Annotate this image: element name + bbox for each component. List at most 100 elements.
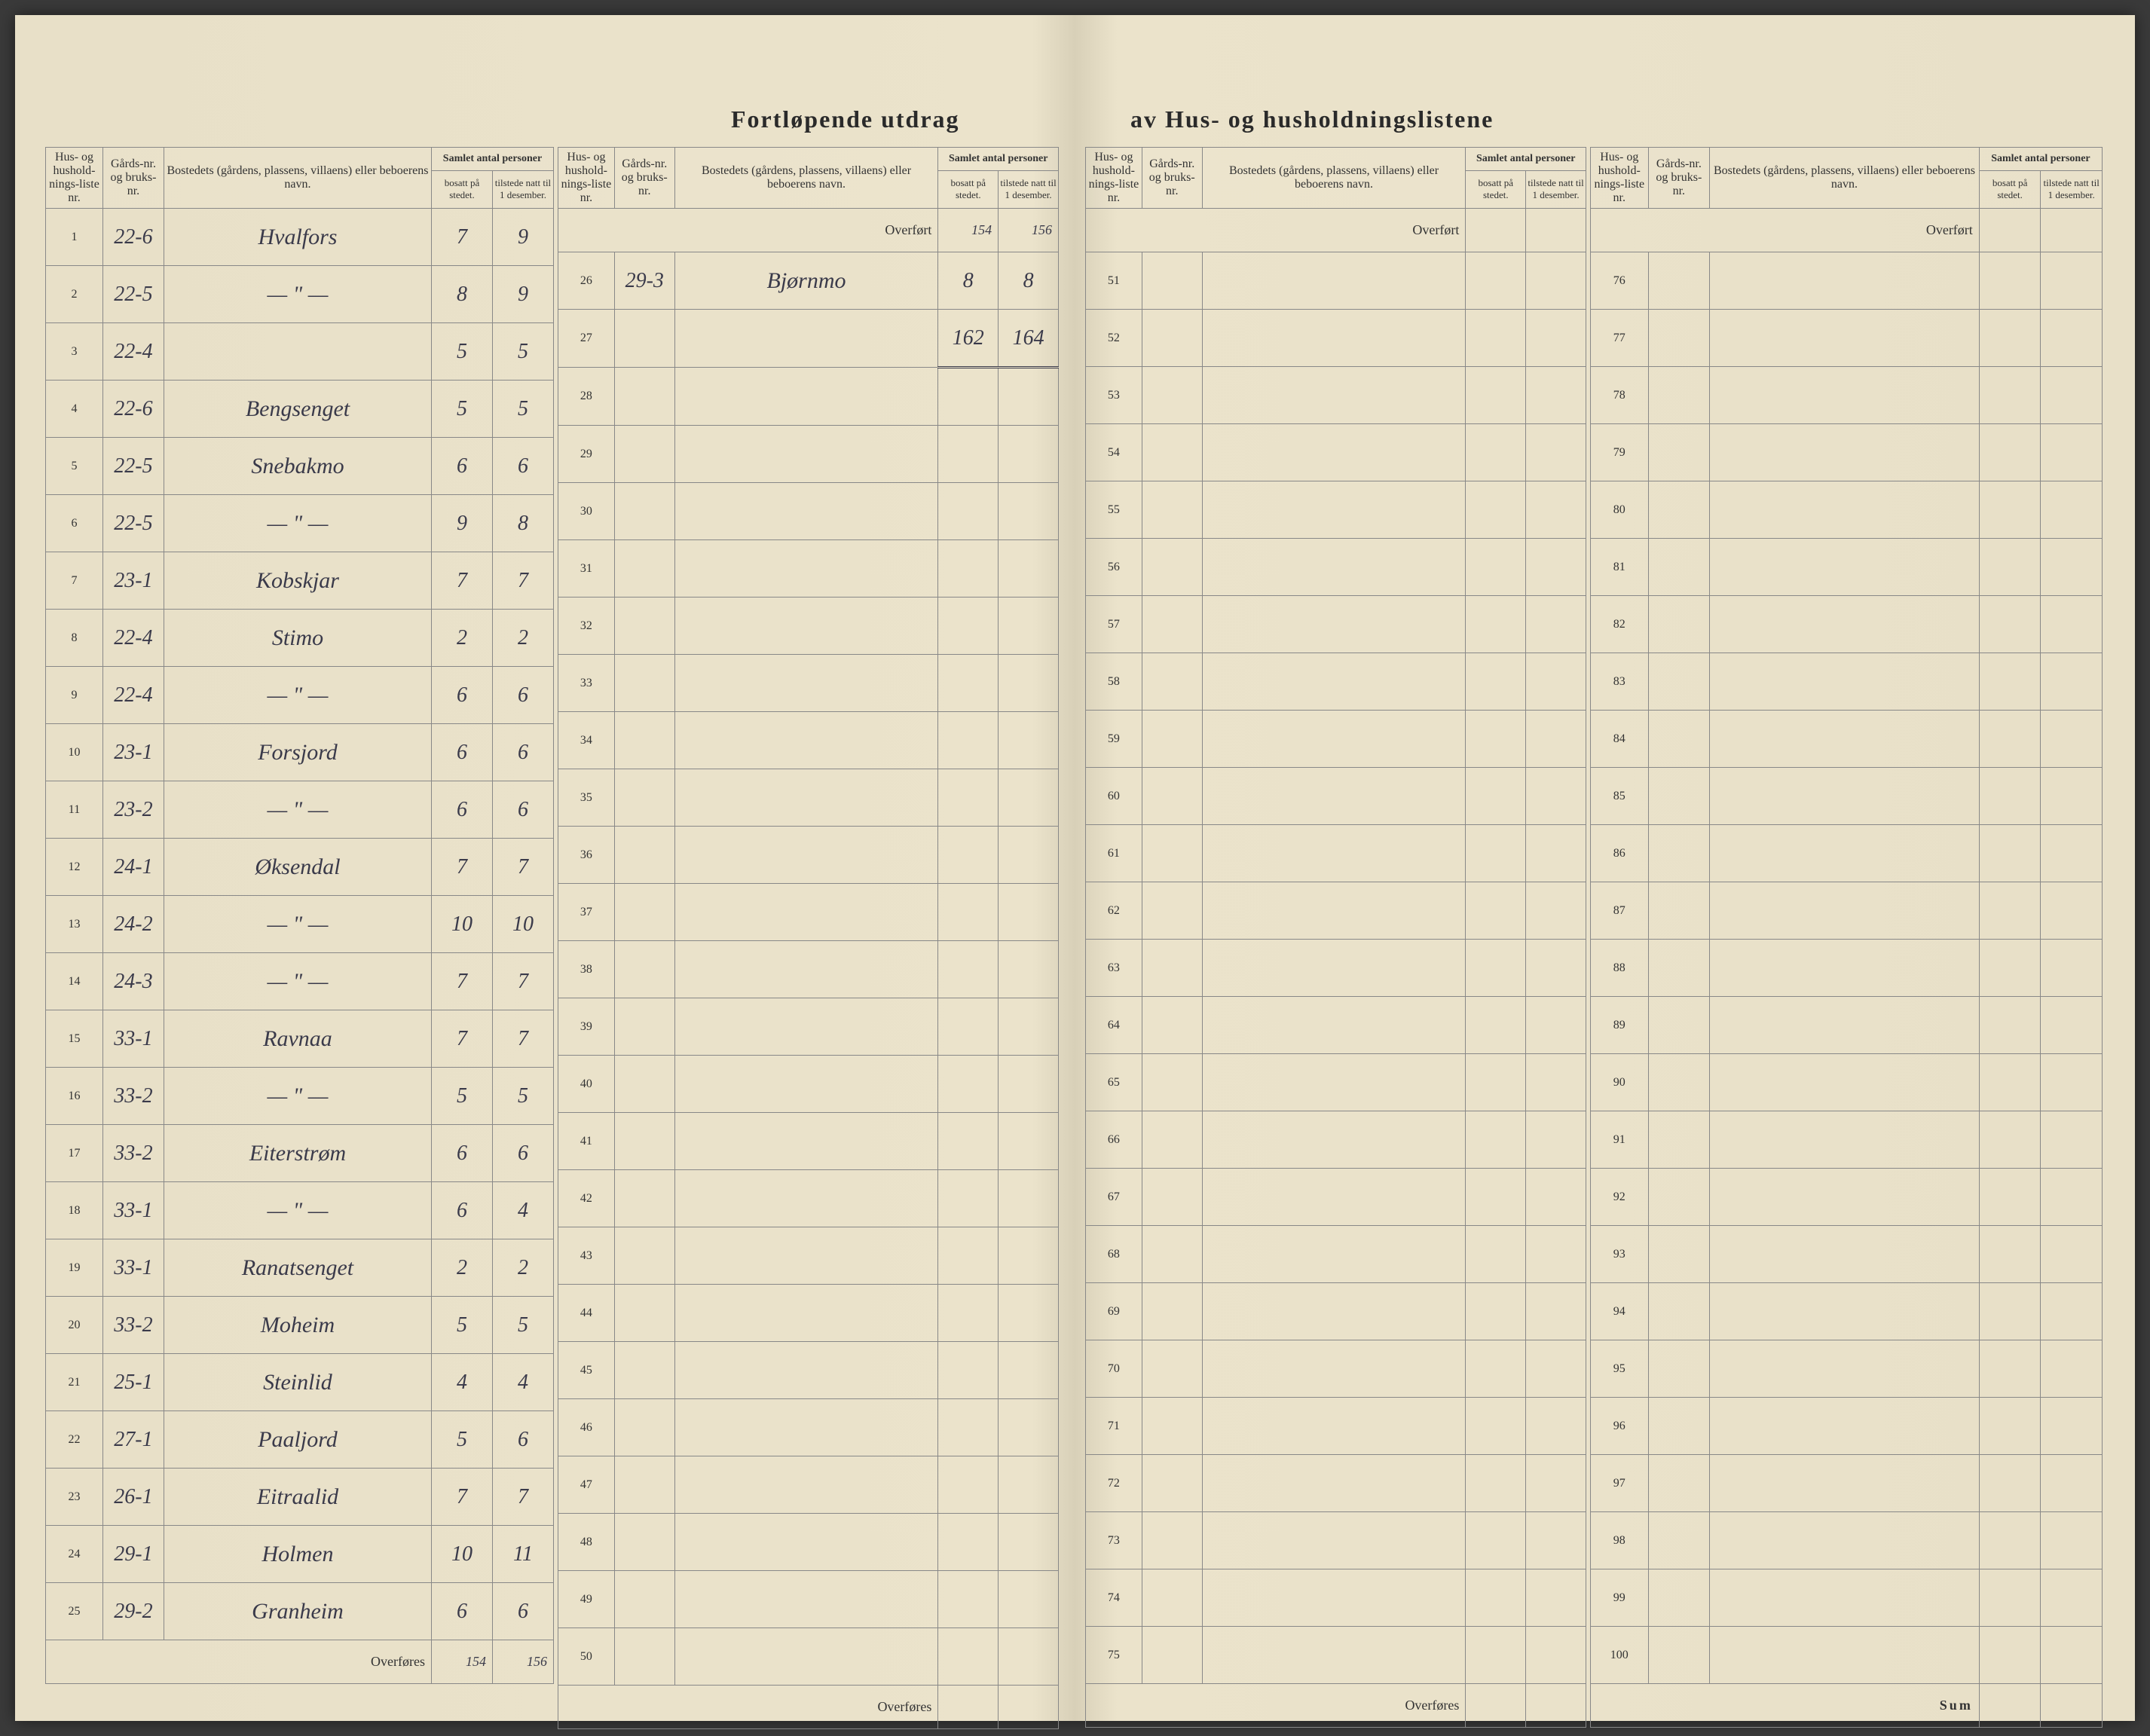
row-tilstede [999, 712, 1059, 769]
row-name [1202, 481, 1466, 539]
row-tilstede [1526, 252, 1586, 310]
row-tilstede [2041, 653, 2103, 711]
table-row: 222-5— " —89 [46, 266, 554, 323]
row-idx: 33 [558, 655, 615, 712]
row-name: — " — [164, 1182, 431, 1239]
row-gard: 22-4 [102, 610, 164, 667]
header-idx: Hus- og hushold-nings-liste nr. [1086, 148, 1142, 209]
row-tilstede [2041, 367, 2103, 424]
table-row: 92 [1591, 1169, 2103, 1226]
row-gard [1142, 1569, 1202, 1627]
ledger-table-2: Hus- og hushold-nings-liste nr. Gårds-nr… [558, 147, 1059, 1729]
row-bosatt [1466, 1340, 1526, 1398]
row-bosatt [938, 1056, 999, 1113]
row-bosatt [1466, 252, 1526, 310]
row-bosatt [1979, 1169, 2041, 1226]
row-name [674, 655, 938, 712]
row-tilstede [1526, 1111, 1586, 1169]
row-gard [1142, 539, 1202, 596]
row-bosatt [938, 1170, 999, 1227]
row-bosatt: 5 [432, 1297, 493, 1354]
row-idx: 44 [558, 1285, 615, 1342]
row-idx: 47 [558, 1456, 615, 1514]
row-tilstede: 7 [492, 1010, 553, 1068]
row-gard [1648, 1455, 1710, 1512]
row-idx: 90 [1591, 1054, 1649, 1111]
table-row: 32 [558, 598, 1059, 655]
row-tilstede [2041, 1340, 2103, 1398]
row-name [1710, 1340, 1980, 1398]
table-row: 71 [1086, 1398, 1586, 1455]
table-row: 27162164 [558, 310, 1059, 368]
row-idx: 95 [1591, 1340, 1649, 1398]
row-bosatt [1979, 1283, 2041, 1340]
row-name [674, 540, 938, 598]
row-tilstede [1526, 1054, 1586, 1111]
row-gard [614, 1456, 674, 1514]
row-gard [1142, 481, 1202, 539]
row-idx: 29 [558, 426, 615, 483]
row-bosatt [938, 1227, 999, 1285]
table-row: 85 [1591, 768, 2103, 825]
row-idx: 16 [46, 1068, 103, 1125]
row-gard [614, 712, 674, 769]
header-name: Bostedets (gårdens, plassens, villaens) … [1202, 148, 1466, 209]
row-name [1202, 252, 1466, 310]
row-tilstede [999, 1227, 1059, 1285]
row-idx: 20 [46, 1297, 103, 1354]
row-name [1710, 882, 1980, 940]
row-gard [614, 310, 674, 368]
row-bosatt [1979, 711, 2041, 768]
header-tilstede: tilstede natt til 1 desember. [999, 170, 1059, 208]
row-gard [1648, 310, 1710, 367]
row-bosatt [1979, 1054, 2041, 1111]
header-tilstede: tilstede natt til 1 desember. [2041, 170, 2103, 208]
table-row: 33 [558, 655, 1059, 712]
table-row: 72 [1086, 1455, 1586, 1512]
row-bosatt: 8 [938, 252, 999, 310]
row-bosatt: 7 [432, 953, 493, 1010]
row-tilstede [2041, 1512, 2103, 1569]
table-row: 34 [558, 712, 1059, 769]
table-row: 75 [1086, 1627, 1586, 1684]
row-idx: 57 [1086, 596, 1142, 653]
table-row: 42 [558, 1170, 1059, 1227]
row-name [674, 1285, 938, 1342]
row-bosatt: 6 [432, 667, 493, 724]
row-idx: 100 [1591, 1627, 1649, 1684]
row-name [674, 1514, 938, 1571]
row-idx: 65 [1086, 1054, 1142, 1111]
row-name: Eitraalid [164, 1469, 431, 1526]
row-gard [1648, 1111, 1710, 1169]
row-idx: 88 [1591, 940, 1649, 997]
table-row: 48 [558, 1514, 1059, 1571]
table-row: 96 [1591, 1398, 2103, 1455]
row-bosatt: 7 [432, 839, 493, 896]
row-tilstede: 9 [492, 209, 553, 266]
header-bosatt: bosatt på stedet. [938, 170, 999, 208]
row-name [1710, 940, 1980, 997]
table-row: 38 [558, 941, 1059, 998]
row-tilstede: 8 [492, 495, 553, 552]
row-bosatt: 6 [432, 1583, 493, 1640]
table-row: 2326-1Eitraalid77 [46, 1469, 554, 1526]
row-bosatt [1979, 825, 2041, 882]
row-gard [1648, 1512, 1710, 1569]
row-tilstede [999, 1399, 1059, 1456]
row-idx: 39 [558, 998, 615, 1056]
table-row: 2033-2Moheim55 [46, 1297, 554, 1354]
row-name [1710, 424, 1980, 481]
row-idx: 31 [558, 540, 615, 598]
row-idx: 17 [46, 1125, 103, 1182]
row-idx: 40 [558, 1056, 615, 1113]
row-gard: 22-4 [102, 667, 164, 724]
row-idx: 91 [1591, 1111, 1649, 1169]
row-gard: 22-6 [102, 209, 164, 266]
table-row: 64 [1086, 997, 1586, 1054]
header-tilstede: tilstede natt til 1 desember. [1526, 170, 1586, 208]
row-idx: 56 [1086, 539, 1142, 596]
row-name [674, 483, 938, 540]
row-bosatt [1979, 367, 2041, 424]
row-name [1202, 1169, 1466, 1226]
table-row: 54 [1086, 424, 1586, 481]
